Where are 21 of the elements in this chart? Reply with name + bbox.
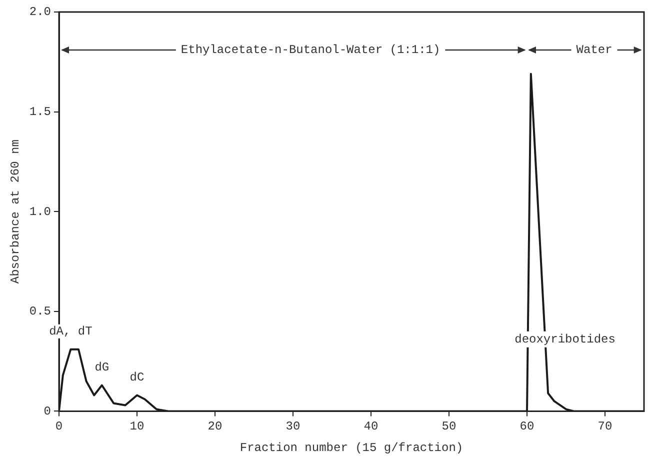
annotation: Ethylacetate-n-Butanol-Water (1:1:1) [180,43,440,58]
x-tick-label: 70 [598,420,612,434]
annotation: dG [94,360,110,374]
x-tick-label: 10 [130,420,144,434]
x-tick-label: 20 [208,420,222,434]
x-tick-label: 50 [442,420,456,434]
y-tick-label: 2.0 [29,5,52,20]
y-tick-label: 0.5 [29,304,52,319]
x-axis-title: Fraction number (15 g/fraction) [240,440,464,455]
x-tick-label: 30 [286,420,300,434]
x-tick-label: 0 [55,420,63,434]
y-tick-label: 1.5 [29,104,52,119]
y-tick-label: 1.0 [29,204,52,219]
y-tick-label: 0 [44,404,52,418]
y-axis-title: Absorbance at 260 nm [8,140,22,284]
annotation: deoxyribotides [514,332,616,347]
annotation: dA, dT [49,324,92,338]
x-tick-label: 60 [520,420,534,434]
annotation: dC [130,370,144,384]
annotation: Water [576,43,612,58]
x-tick-label: 40 [364,420,378,434]
